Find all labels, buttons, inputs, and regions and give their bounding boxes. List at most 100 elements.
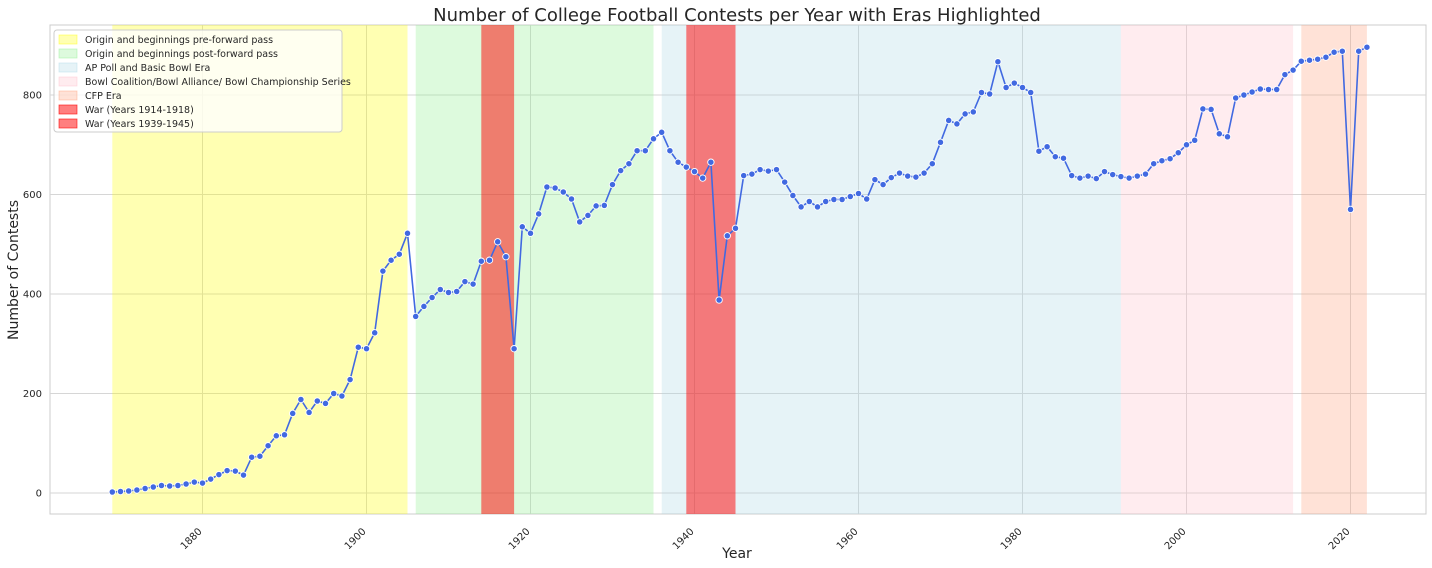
data-point xyxy=(182,480,190,488)
data-point xyxy=(887,173,895,182)
data-point xyxy=(1281,70,1289,79)
legend-label: Origin and beginnings post-forward pass xyxy=(85,49,278,60)
data-point xyxy=(149,483,157,491)
data-point xyxy=(1076,174,1084,182)
data-point xyxy=(764,167,772,175)
data-point xyxy=(231,467,239,475)
data-point xyxy=(157,481,166,490)
data-point xyxy=(1215,130,1223,138)
data-point xyxy=(166,482,174,490)
data-point xyxy=(403,229,412,237)
legend-label: Origin and beginnings pre-forward pass xyxy=(85,35,273,46)
data-point xyxy=(1150,160,1158,168)
data-point xyxy=(617,166,625,175)
data-point xyxy=(1273,85,1281,94)
data-point xyxy=(658,128,666,136)
data-point xyxy=(1346,205,1355,214)
data-point xyxy=(567,195,576,203)
data-point xyxy=(707,158,715,166)
data-point xyxy=(1256,85,1264,93)
data-point xyxy=(994,58,1002,66)
data-point xyxy=(1084,172,1092,180)
data-point xyxy=(1068,171,1076,180)
data-point xyxy=(297,395,305,404)
y-tick-label: 0 xyxy=(36,489,42,500)
legend-swatch xyxy=(58,48,78,59)
data-point xyxy=(518,223,526,231)
data-point xyxy=(125,487,133,495)
data-point xyxy=(289,409,297,418)
era-span-3 xyxy=(661,25,1121,514)
legend-label: Bowl Coalition/Bowl Alliance/ Bowl Champ… xyxy=(85,77,351,88)
data-point xyxy=(641,147,649,155)
data-point xyxy=(904,172,912,180)
chart-title: Number of College Football Contests per … xyxy=(433,5,1041,26)
data-point xyxy=(338,392,346,400)
data-point xyxy=(871,175,879,184)
data-point xyxy=(116,487,125,496)
data-point xyxy=(576,218,584,226)
data-point xyxy=(469,280,477,288)
data-point xyxy=(969,108,977,116)
y-axis-title: Number of Contests xyxy=(6,200,22,340)
data-point xyxy=(1355,47,1363,55)
data-point xyxy=(961,110,969,118)
data-point xyxy=(239,471,248,479)
data-point xyxy=(879,180,887,189)
data-point xyxy=(1223,133,1232,141)
data-point xyxy=(321,399,330,408)
data-point xyxy=(362,345,371,353)
data-point xyxy=(1018,83,1027,92)
data-point xyxy=(1109,170,1117,179)
data-point xyxy=(592,202,600,210)
data-point xyxy=(543,183,551,191)
data-point xyxy=(731,224,740,232)
data-point xyxy=(198,479,207,487)
data-point xyxy=(1051,153,1059,161)
data-point xyxy=(781,178,789,186)
data-point xyxy=(953,120,961,128)
data-point xyxy=(1117,172,1125,181)
data-point xyxy=(1363,43,1371,51)
data-point xyxy=(485,256,494,264)
data-point xyxy=(461,277,469,286)
data-point xyxy=(223,466,231,475)
data-point xyxy=(838,195,846,204)
legend-box xyxy=(53,29,343,133)
data-point xyxy=(863,195,871,203)
data-point xyxy=(141,484,149,493)
data-point xyxy=(822,197,830,206)
data-point xyxy=(1338,47,1346,55)
legend-label: AP Poll and Basic Bowl Era xyxy=(85,63,210,74)
data-point xyxy=(1322,53,1330,61)
data-point xyxy=(387,256,395,264)
era-span-2 xyxy=(415,25,654,514)
data-point xyxy=(412,312,420,321)
data-point xyxy=(1092,174,1100,183)
data-point xyxy=(1207,105,1215,114)
legend-swatch xyxy=(58,104,78,115)
data-point xyxy=(699,174,707,182)
data-point xyxy=(912,173,920,181)
data-point xyxy=(830,195,838,204)
data-point xyxy=(108,488,116,496)
data-point xyxy=(715,296,723,304)
data-point xyxy=(1043,143,1051,151)
data-point xyxy=(772,165,781,174)
data-point xyxy=(272,432,280,440)
data-point xyxy=(977,88,986,97)
data-point xyxy=(600,201,608,210)
legend-swatch xyxy=(58,118,78,129)
data-point xyxy=(453,287,461,296)
war-span-1 xyxy=(481,25,515,514)
data-point xyxy=(1240,91,1248,99)
series-line xyxy=(112,46,1368,493)
data-point xyxy=(1100,167,1109,176)
data-point xyxy=(1314,55,1322,63)
data-point xyxy=(1174,149,1182,157)
data-point xyxy=(395,250,403,258)
legend: Origin and beginnings pre-forward pass Or… xyxy=(53,29,351,133)
data-point xyxy=(1002,83,1010,92)
data-point xyxy=(1133,172,1141,180)
